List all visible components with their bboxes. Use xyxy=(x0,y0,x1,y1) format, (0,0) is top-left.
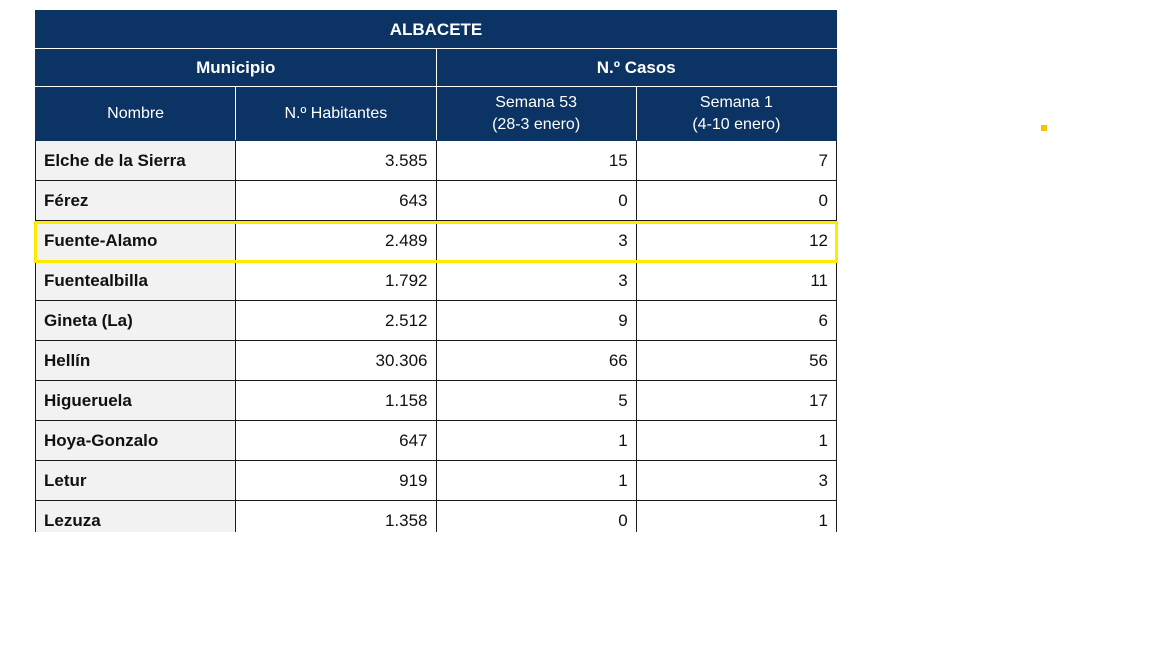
column-header-semana53-line1: Semana 53 xyxy=(495,93,578,111)
cell-nombre: Férez xyxy=(35,180,237,221)
cell-semana53: 0 xyxy=(435,500,637,532)
cell-semana53: 66 xyxy=(435,340,637,381)
table-row: Elche de la Sierra 3.585 15 7 xyxy=(35,140,837,181)
cell-nombre: Hellín xyxy=(35,340,237,381)
table-body: Elche de la Sierra 3.585 15 7 Férez 643 … xyxy=(35,140,837,532)
column-header-nombre: Nombre xyxy=(35,86,237,141)
cell-semana53: 5 xyxy=(435,380,637,421)
cell-semana1: 3 xyxy=(635,460,837,501)
cell-habitantes: 919 xyxy=(235,460,437,501)
cell-nombre: Hoya-Gonzalo xyxy=(35,420,237,461)
cell-semana53: 3 xyxy=(435,260,637,301)
cell-nombre: Gineta (La) xyxy=(35,300,237,341)
cell-semana1: 0 xyxy=(635,180,837,221)
cell-nombre: Fuentealbilla xyxy=(35,260,237,301)
cell-habitantes: 647 xyxy=(235,420,437,461)
cell-semana1: 11 xyxy=(635,260,837,301)
table-row: Hellín 30.306 66 56 xyxy=(35,340,837,381)
cell-semana53: 0 xyxy=(435,180,637,221)
cell-semana1: 12 xyxy=(635,220,837,261)
cell-habitantes: 30.306 xyxy=(235,340,437,381)
cell-semana1: 1 xyxy=(635,420,837,461)
table-row: Letur 919 1 3 xyxy=(35,460,837,501)
table-row: Gineta (La) 2.512 9 6 xyxy=(35,300,837,341)
group-header-municipio: Municipio xyxy=(35,48,437,87)
cell-semana1: 1 xyxy=(635,500,837,532)
cell-habitantes: 3.585 xyxy=(235,140,437,181)
cell-semana53: 1 xyxy=(435,460,637,501)
table-title: ALBACETE xyxy=(35,10,837,49)
cell-habitantes: 1.358 xyxy=(235,500,437,532)
column-header-semana1-line1: Semana 1 xyxy=(699,93,773,111)
table-row: Fuentealbilla 1.792 3 11 xyxy=(35,260,837,301)
cases-table-container: ALBACETE Municipio N.º Casos Nombre N.º … xyxy=(35,10,837,532)
cell-nombre: Elche de la Sierra xyxy=(35,140,237,181)
cell-nombre: Fuente-Alamo xyxy=(35,220,237,261)
cell-semana53: 1 xyxy=(435,420,637,461)
cell-habitantes: 1.158 xyxy=(235,380,437,421)
cases-table: ALBACETE Municipio N.º Casos Nombre N.º … xyxy=(35,10,837,532)
cell-semana1: 56 xyxy=(635,340,837,381)
cell-habitantes: 2.489 xyxy=(235,220,437,261)
cell-semana53: 3 xyxy=(435,220,637,261)
table-row: Lezuza 1.358 0 1 xyxy=(35,500,837,532)
cell-nombre: Letur xyxy=(35,460,237,501)
table-row: Hoya-Gonzalo 647 1 1 xyxy=(35,420,837,461)
cell-habitantes: 1.792 xyxy=(235,260,437,301)
column-header-semana53-line2: (28-3 enero) xyxy=(492,115,581,133)
table-row: Férez 643 0 0 xyxy=(35,180,837,221)
cell-nombre: Lezuza xyxy=(35,500,237,532)
cell-semana1: 6 xyxy=(635,300,837,341)
table-row-highlighted: Fuente-Alamo 2.489 3 12 xyxy=(35,220,837,261)
cell-semana53: 9 xyxy=(435,300,637,341)
column-header-semana53: Semana 53 (28-3 enero) xyxy=(435,86,637,141)
cell-habitantes: 2.512 xyxy=(235,300,437,341)
cursor-marker-dot xyxy=(1041,125,1047,131)
cell-nombre: Higueruela xyxy=(35,380,237,421)
column-header-habitantes: N.º Habitantes xyxy=(235,86,437,141)
group-header-casos: N.º Casos xyxy=(435,48,837,87)
cell-semana1: 7 xyxy=(635,140,837,181)
cell-semana1: 17 xyxy=(635,380,837,421)
column-header-semana1-line2: (4-10 enero) xyxy=(692,115,781,133)
table-row: Higueruela 1.158 5 17 xyxy=(35,380,837,421)
cell-habitantes: 643 xyxy=(235,180,437,221)
column-header-semana1: Semana 1 (4-10 enero) xyxy=(635,86,837,141)
cell-semana53: 15 xyxy=(435,140,637,181)
